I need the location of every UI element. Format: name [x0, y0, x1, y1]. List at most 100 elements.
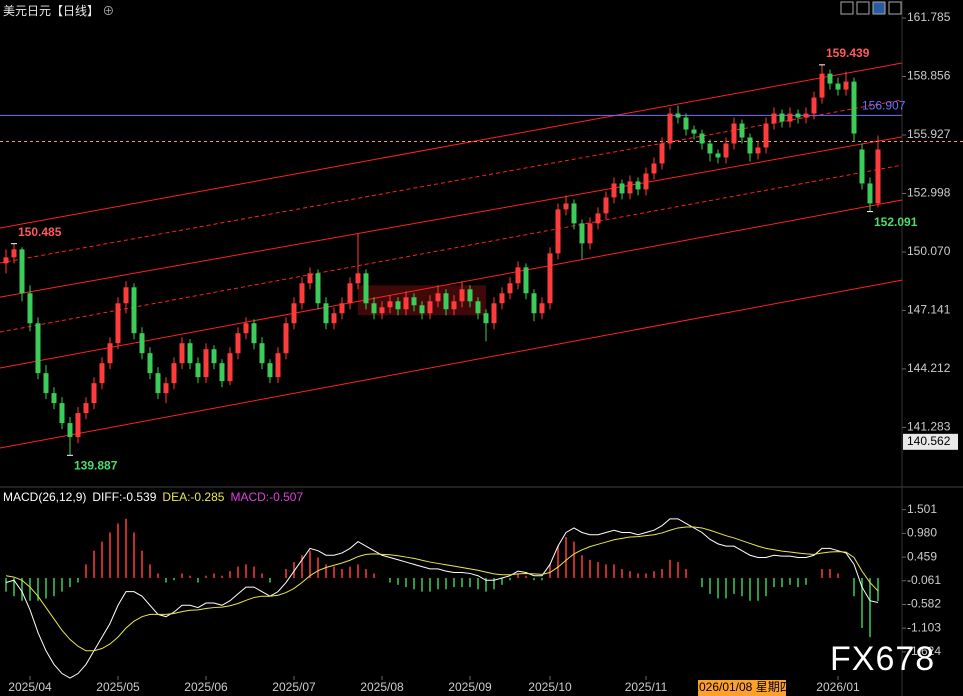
x-tick-label: 2025/10 [528, 680, 572, 694]
legend-label: MACD: [230, 490, 269, 504]
icon[interactable] [873, 2, 885, 14]
trend-line [0, 200, 902, 368]
settings-icon[interactable]: ⊕ [102, 4, 114, 18]
toolbar-icons[interactable] [841, 2, 901, 14]
candle-body [228, 353, 233, 381]
candle-body [124, 287, 129, 303]
candle-body [740, 124, 745, 138]
candle-body [316, 273, 321, 303]
candle-body [148, 353, 153, 373]
candle-body [652, 163, 657, 173]
candle-body [140, 333, 145, 353]
legend-item: MACD:-0.507 [230, 490, 303, 504]
icon[interactable] [857, 2, 869, 14]
candle-body [396, 301, 401, 309]
indicator-legend: MACD(26,12,9)DIFF:-0.539DEA:-0.285MACD:-… [3, 490, 303, 504]
candle-body [684, 118, 689, 130]
candle-body [604, 197, 609, 213]
candle-body [580, 223, 585, 243]
candle-body [372, 303, 377, 313]
candle-body [44, 373, 49, 393]
candle-body [220, 363, 225, 381]
candle-body [460, 289, 465, 301]
candle-body [524, 267, 529, 293]
x-tick-label: 2025/09 [448, 680, 492, 694]
candle-body [188, 343, 193, 363]
candle-body [20, 249, 25, 293]
legend-value: -0.539 [122, 490, 156, 504]
candle-body [852, 82, 857, 134]
candle-body [836, 84, 841, 90]
title-text: 美元日元【日线】 [3, 4, 99, 18]
candle-body [108, 343, 113, 363]
candle-body [636, 181, 641, 189]
candle-body [212, 349, 217, 363]
candle-body [676, 114, 681, 118]
y-tick-label: -0.582 [907, 597, 941, 611]
candle-body [764, 124, 769, 148]
candle-body [596, 213, 601, 223]
candle-body [732, 124, 737, 144]
candle-body [644, 173, 649, 189]
candle-body [172, 363, 177, 383]
candle-body [756, 148, 761, 154]
candle-body [508, 283, 513, 293]
extreme-label: 152.091 [874, 215, 918, 229]
candle-body [292, 303, 297, 323]
candle-body [284, 323, 289, 353]
x-tick-label: 2025/07 [272, 680, 316, 694]
x-tick-label: 2025/05 [96, 680, 140, 694]
candle-body [356, 273, 361, 283]
extreme-label: 139.887 [74, 458, 118, 472]
candle-body [692, 130, 697, 134]
candle-body [548, 253, 553, 303]
y-tick-label: -0.061 [907, 573, 941, 587]
y-tick-label: 0.459 [907, 549, 937, 563]
candle-body [116, 303, 121, 343]
y-tick-label: 155.927 [907, 127, 951, 141]
candle-body [180, 343, 185, 363]
y-tick-label: 158.856 [907, 69, 951, 83]
candle-body [532, 293, 537, 313]
crosshair-date: 2026/01/08 星期四 [692, 680, 791, 694]
candle-body [468, 289, 473, 301]
candle-body [196, 363, 201, 377]
candle-body [700, 134, 705, 144]
candle-body [628, 181, 633, 193]
extreme-label: 150.485 [18, 225, 62, 239]
candle-body [748, 138, 753, 154]
icon[interactable] [841, 2, 853, 14]
candle-body [588, 223, 593, 243]
legend-item: DEA:-0.285 [162, 490, 224, 504]
candle-body [324, 303, 329, 323]
price-line-label: 156.907 [862, 99, 906, 113]
candle-body [452, 301, 457, 309]
candle-body [92, 383, 97, 403]
candle-body [332, 313, 337, 323]
candle-body [404, 297, 409, 309]
y-tick-label: 150.070 [907, 244, 951, 258]
y-tick-label: 161.785 [907, 10, 951, 24]
candle-body [812, 98, 817, 114]
candle-body [828, 74, 833, 84]
y-tick-label: 1.501 [907, 502, 937, 516]
candle-body [500, 293, 505, 303]
candle-body [476, 301, 481, 313]
candle-body [708, 144, 713, 154]
indicator-title: MACD(26,12,9) [3, 490, 86, 504]
chart-title: 美元日元【日线】 ⊕ [3, 2, 114, 19]
candle-body [868, 183, 873, 203]
legend-label: DEA: [162, 490, 190, 504]
y-tick-label: 0.980 [907, 526, 937, 540]
candle-body [300, 283, 305, 303]
watermark: FX678 [830, 640, 935, 679]
candle-body [348, 283, 353, 303]
candle-body [716, 153, 721, 157]
candle-body [780, 114, 785, 122]
icon[interactable] [889, 2, 901, 14]
candle-body [484, 313, 489, 323]
legend-item: DIFF:-0.539 [92, 490, 156, 504]
y-tick-label: 152.998 [907, 186, 951, 200]
